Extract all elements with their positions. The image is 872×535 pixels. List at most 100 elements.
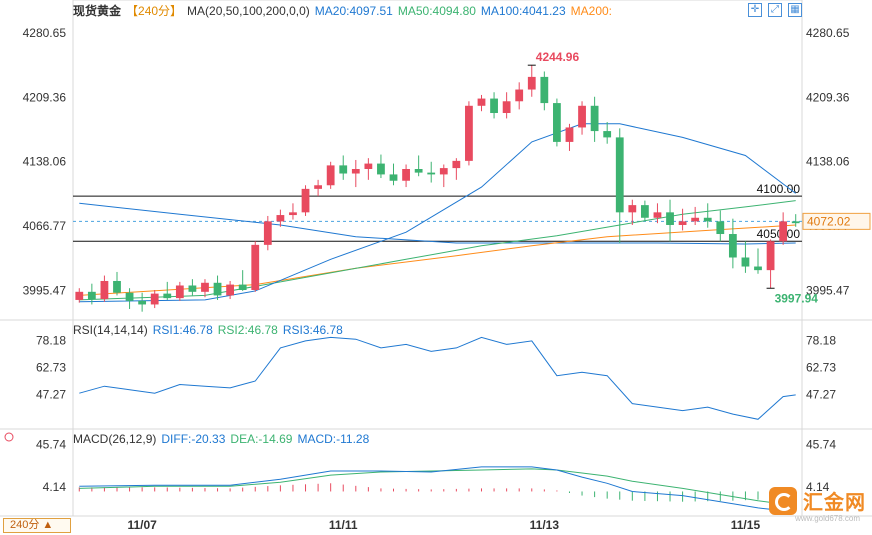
candle-body: [276, 215, 285, 222]
candle-body: [578, 105, 586, 128]
price-axis-left-tick: 4280.65: [23, 26, 67, 40]
candle-body: [289, 212, 297, 216]
candle-body: [377, 163, 385, 175]
ma-params: MA(20,50,100,200,0,0): [187, 4, 310, 18]
candle-body: [351, 169, 360, 174]
fullscreen-icon[interactable]: ⤢: [768, 3, 782, 17]
candle-body: [439, 168, 448, 175]
rsi2-value: RSI2:46.78: [217, 323, 278, 337]
macd-axis-left-tick: 4.14: [43, 480, 67, 494]
macd-axis-right-tick: 4.14: [806, 480, 830, 494]
ma100-value: MA100:4041.23: [480, 4, 566, 18]
rsi-axis-right-tick: 47.27: [806, 387, 836, 401]
rsi-params: RSI(14,14,14): [73, 323, 148, 337]
candle-body: [100, 280, 109, 300]
macd-macd-value: MACD:-11.28: [297, 432, 370, 446]
candle-body: [138, 300, 147, 305]
candle-body: [452, 160, 461, 169]
price-axis-right-tick: 3995.47: [806, 283, 850, 297]
rsi1-value: RSI1:46.78: [152, 323, 213, 337]
candle-body: [754, 266, 762, 271]
candle-body: [703, 217, 712, 222]
rsi-legend: RSI(14,14,14) RSI1:46.78 RSI2:46.78 RSI3:46…: [73, 323, 348, 337]
low-price-label: 3997.94: [775, 291, 819, 305]
macd-diff-line: [79, 466, 796, 513]
rsi-line: [79, 336, 796, 420]
candle-body: [113, 280, 121, 293]
candle-body: [188, 285, 197, 292]
candle-body: [490, 98, 498, 114]
ma50-line: [79, 200, 796, 301]
symbol-name: 现货黄金: [73, 4, 122, 18]
price-axis-left-tick: 3995.47: [23, 283, 67, 297]
rsi-axis-right-tick: 78.18: [806, 334, 836, 348]
macd-axis-right-tick: 45.74: [806, 438, 836, 452]
period-selector[interactable]: 240分 ▲: [3, 518, 71, 533]
candle-body: [477, 98, 486, 106]
price-axis-left-tick: 4066.77: [23, 219, 67, 233]
time-axis-label: 11/11: [329, 518, 358, 532]
candle-body: [515, 89, 524, 102]
candle-body: [691, 217, 700, 222]
macd-dea-line: [79, 468, 796, 507]
candle-body: [678, 221, 687, 225]
price-axis-left-tick: 4209.36: [23, 90, 67, 104]
rsi-axis-left-tick: 47.27: [36, 387, 66, 401]
rsi3-value: RSI3:46.78: [282, 323, 343, 337]
ma100-line: [79, 224, 796, 296]
candle-body: [339, 165, 348, 174]
brand-name: 汇金网: [803, 492, 866, 514]
brand-watermark: 汇金网: [769, 486, 866, 515]
candle-body: [402, 169, 410, 181]
candle-body: [427, 172, 436, 175]
ma200-line: [79, 202, 796, 245]
candle-body: [251, 244, 260, 291]
settings-icon[interactable]: ▦: [788, 3, 802, 17]
candle-body: [326, 165, 335, 186]
ma50-value: MA50:4094.80: [397, 4, 476, 18]
period-label[interactable]: 【240分】: [126, 4, 183, 18]
macd-axis-left-tick: 45.74: [36, 438, 66, 452]
candle-body: [527, 76, 536, 90]
candle-body: [716, 221, 725, 235]
macd-diff-value: DIFF:-20.33: [161, 432, 226, 446]
candle-body: [125, 292, 134, 301]
candle-body: [565, 127, 574, 142]
rsi-axis-right-tick: 62.73: [806, 361, 836, 375]
candle-body: [201, 282, 209, 292]
candle-body: [163, 293, 172, 299]
macd-dea-value: DEA:-14.69: [230, 432, 293, 446]
indicator-settings-icon: [4, 432, 14, 442]
rsi-axis-left-tick: 62.73: [36, 361, 66, 375]
candle-body: [779, 221, 788, 242]
time-axis-label: 11/15: [731, 518, 761, 532]
candle-body: [314, 185, 322, 189]
price-axis-left-tick: 4138.06: [23, 155, 67, 169]
candle-body: [540, 76, 549, 104]
candle-body: [741, 257, 750, 267]
macd-legend: MACD(26,12,9) DIFF:-20.33 DEA:-14.69 MACD:-…: [73, 432, 374, 446]
time-axis-label: 11/13: [530, 518, 560, 532]
price-level-label: 4100.00: [757, 182, 801, 196]
ma20-line: [79, 123, 797, 303]
candle-body: [389, 174, 398, 181]
price-axis-right-tick: 4280.65: [806, 26, 850, 40]
candle-body: [628, 205, 637, 213]
candle-body: [213, 282, 222, 296]
price-axis-right-tick: 4209.36: [806, 90, 850, 104]
candle-body: [364, 163, 373, 169]
candle-body: [590, 105, 599, 132]
crosshair-icon[interactable]: ✛: [748, 3, 762, 17]
price-axis-right-tick: 4138.06: [806, 155, 850, 169]
candle-body: [150, 293, 159, 305]
main-legend: 现货黄金 【240分】 MA(20,50,100,200,0,0) MA20:4097…: [73, 2, 617, 19]
candle-body: [640, 205, 649, 218]
current-price-tag: [802, 212, 871, 230]
candle-body: [615, 137, 624, 213]
candle-body: [728, 234, 737, 258]
candle-body: [553, 103, 561, 142]
ma200-value: MA200:: [570, 4, 613, 18]
candle-body: [766, 241, 775, 271]
